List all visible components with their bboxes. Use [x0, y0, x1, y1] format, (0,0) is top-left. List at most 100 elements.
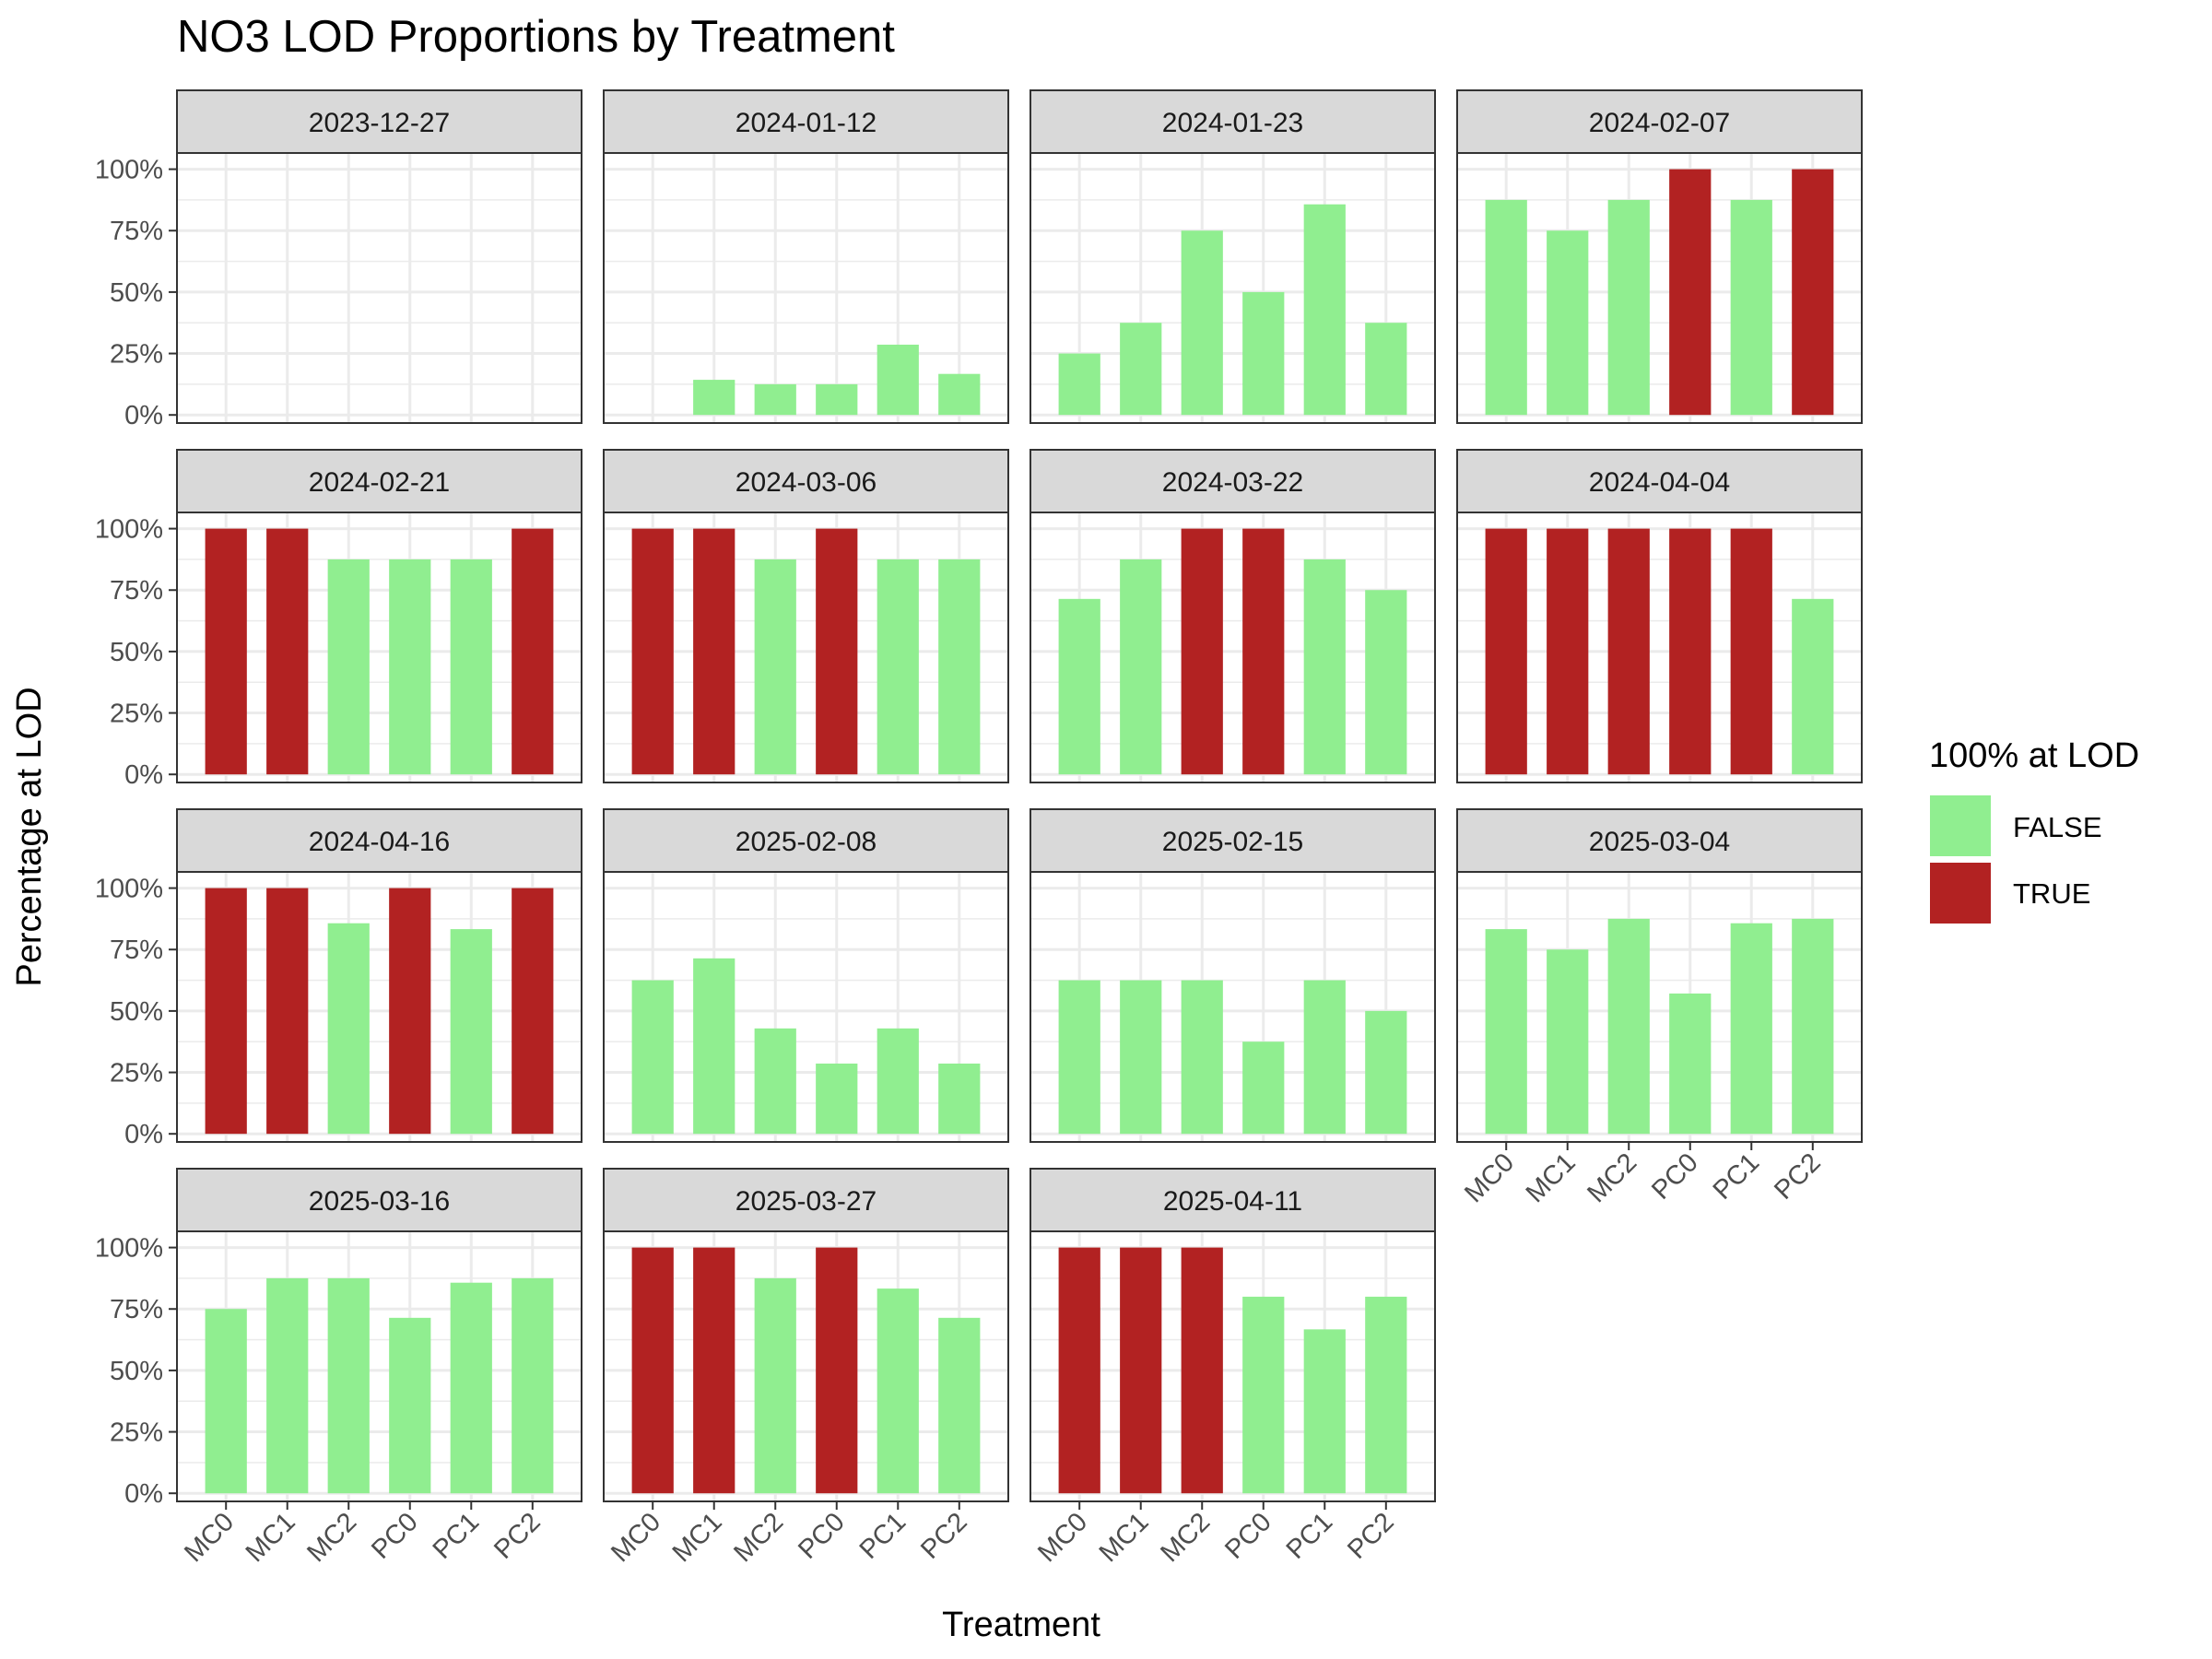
facet-label: 2024-03-06 [735, 467, 877, 498]
bar-pc2 [938, 373, 981, 416]
x-tick-label: PC2 [1342, 1507, 1400, 1565]
y-tick-label: 50% [110, 1357, 163, 1386]
x-tick-label: PC1 [428, 1507, 486, 1565]
bar-mc0 [1058, 1247, 1100, 1494]
facet-label: 2024-01-23 [1162, 108, 1303, 138]
facet-label: 2025-03-27 [735, 1186, 877, 1217]
facet-strip [1030, 1168, 1436, 1232]
y-tick-label: 25% [110, 700, 163, 729]
facet-panel: 2024-03-06 [603, 449, 1009, 783]
facet-strip [1456, 449, 1863, 513]
bar-pc1 [1303, 559, 1346, 775]
facet-panel: 2024-04-16 0% 25% 50% 75% 100% [95, 808, 582, 1149]
facet-strip [176, 449, 582, 513]
bar-pc0 [1242, 528, 1285, 775]
facet-label: 2025-03-16 [309, 1186, 450, 1217]
bar-pc2 [512, 888, 554, 1135]
panel-border [1030, 1230, 1436, 1502]
y-tick-label: 50% [110, 638, 163, 667]
x-tick-label: MC0 [1032, 1507, 1093, 1568]
facet-panel: 2025-03-04 MC0 MC1 MC2 PC0 PC1 PC2 [1456, 808, 1863, 1208]
facet-label: 2025-02-08 [735, 827, 877, 857]
legend-key-true [1930, 863, 1991, 924]
chart-title: NO3 LOD Proportions by Treatment [177, 12, 895, 62]
y-tick-label: 0% [124, 1120, 163, 1149]
bar-mc2 [1181, 1247, 1223, 1494]
legend-key-false [1930, 795, 1991, 856]
bar-mc1 [693, 1247, 735, 1494]
panel-border [1456, 871, 1863, 1143]
bar-pc1 [877, 344, 919, 416]
x-tick-label: PC2 [488, 1507, 547, 1565]
facet-strip [176, 89, 582, 154]
x-tick-label: MC0 [1459, 1147, 1520, 1208]
x-tick-label: MC2 [301, 1507, 362, 1568]
bar-pc1 [1730, 923, 1772, 1135]
bar-pc0 [389, 1317, 431, 1494]
panel-border [176, 871, 582, 1143]
facet-strip [603, 449, 1009, 513]
bar-mc1 [1120, 323, 1162, 416]
facet-panel: 2024-02-07 [1456, 89, 1863, 424]
facet-label: 2024-03-22 [1162, 467, 1303, 498]
bar-pc1 [450, 1282, 492, 1494]
bar-pc2 [1792, 918, 1834, 1135]
facet-label: 2024-02-21 [309, 467, 450, 498]
x-tick-label: PC0 [793, 1507, 851, 1565]
x-tick-label: PC0 [1646, 1147, 1704, 1206]
x-tick-label: PC1 [1281, 1507, 1339, 1565]
bar-pc0 [816, 528, 858, 775]
bar-mc1 [693, 958, 735, 1135]
bar-pc0 [1242, 1296, 1285, 1494]
y-tick-label: 75% [110, 217, 163, 246]
x-tick-label: PC2 [915, 1507, 973, 1565]
bar-pc1 [450, 559, 492, 775]
facet-strip [176, 808, 582, 873]
facet-panel: 2025-02-15 [1030, 808, 1436, 1143]
x-tick-label: PC0 [1219, 1507, 1277, 1565]
panel-border [1456, 152, 1863, 424]
facet-panel: 2023-12-27 0% 25% 50% 75% 100% [95, 89, 582, 430]
bar-pc0 [816, 1063, 858, 1135]
bar-pc0 [1242, 291, 1285, 416]
legend-label-false: FALSE [2013, 811, 2102, 843]
bar-mc2 [754, 1028, 796, 1135]
facet-strip [176, 1168, 582, 1232]
panel-border [1030, 512, 1436, 783]
y-tick-label: 0% [124, 401, 163, 430]
facet-panel: 2024-04-04 [1456, 449, 1863, 783]
bar-mc2 [754, 383, 796, 416]
panel-border [1456, 512, 1863, 783]
bar-mc1 [1547, 528, 1589, 775]
facet-label: 2024-01-12 [735, 108, 877, 138]
bar-pc1 [1303, 204, 1346, 416]
bar-pc2 [1792, 598, 1834, 775]
bar-pc0 [389, 559, 431, 775]
bar-pc0 [1669, 528, 1712, 775]
bar-mc2 [1607, 528, 1650, 775]
bar-pc1 [877, 559, 919, 775]
y-axis-label: Percentage at LOD [10, 687, 49, 986]
x-axis-label: Treatment [942, 1606, 1100, 1644]
bar-pc1 [1730, 528, 1772, 775]
legend-label-true: TRUE [2013, 877, 2090, 910]
panel-border [1030, 152, 1436, 424]
y-tick-label: 75% [110, 576, 163, 606]
y-tick-label: 75% [110, 1295, 163, 1324]
bar-pc2 [938, 559, 981, 775]
facet-label: 2024-02-07 [1589, 108, 1730, 138]
legend-title: 100% at LOD [1929, 736, 2139, 775]
bar-pc1 [450, 929, 492, 1135]
panel-border [603, 1230, 1009, 1502]
panel-border [176, 152, 582, 424]
bar-mc1 [266, 528, 309, 775]
facet-strip [1030, 808, 1436, 873]
bar-pc0 [1669, 169, 1712, 416]
bar-mc2 [327, 923, 370, 1135]
bar-mc1 [1120, 980, 1162, 1135]
x-tick-label: PC0 [366, 1507, 424, 1565]
bar-mc0 [631, 528, 674, 775]
y-tick-label: 100% [95, 515, 163, 545]
y-tick-label: 75% [110, 935, 163, 965]
bar-mc0 [1485, 929, 1527, 1135]
